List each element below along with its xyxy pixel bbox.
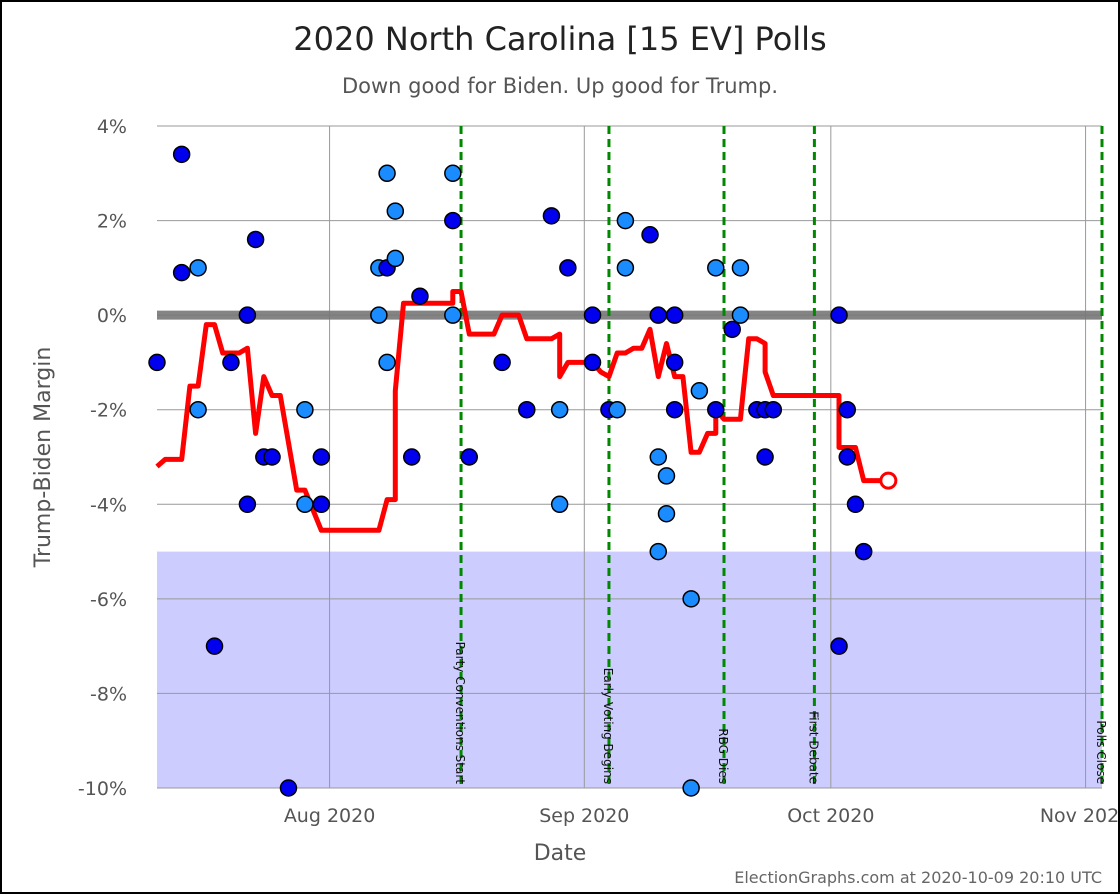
y-tick-labels: 4% 2% 0% -2% -4% -6% -8% -10% (78, 116, 127, 800)
chart-title: 2020 North Carolina [15 EV] Polls (293, 20, 826, 58)
poll-point (542, 207, 561, 225)
poll-point (378, 164, 396, 183)
poll-point (411, 287, 429, 305)
poll-point (707, 400, 725, 419)
poll-point (238, 495, 257, 514)
biden-shaded-region (157, 551, 1102, 788)
poll-point (830, 306, 848, 324)
poll-point (246, 230, 265, 249)
poll-point (550, 400, 569, 419)
footer-credit: ElectionGraphs.com at 2020-10-09 20:10 U… (734, 868, 1102, 887)
poll-point (444, 306, 462, 324)
x-axis-label: Date (534, 841, 587, 866)
poll-point (583, 353, 602, 372)
poll-points-layer (148, 145, 873, 797)
poll-point (386, 249, 405, 268)
poll-point (172, 263, 191, 282)
y-tick-label: -2% (90, 400, 127, 422)
y-tick-label: -4% (90, 494, 127, 516)
poll-point (830, 637, 848, 655)
chart-subtitle: Down good for Biden. Up good for Trump. (342, 74, 778, 98)
y-axis-label: Trump-Biden Margin (31, 347, 56, 569)
poll-point (518, 400, 536, 419)
poll-point (657, 504, 676, 523)
poll-point (649, 542, 668, 561)
y-tick-label: 0% (97, 305, 127, 327)
poll-point (854, 542, 873, 561)
poll-point (731, 306, 750, 324)
poll-point (616, 259, 635, 277)
y-tick-label: -8% (90, 683, 127, 705)
poll-point (238, 306, 257, 324)
average-endpoint-marker (879, 471, 898, 490)
poll-point (312, 495, 331, 514)
x-tick-label: Nov 2020 (1040, 805, 1118, 827)
poll-point (707, 259, 725, 277)
poll-point (723, 320, 741, 339)
poll-point (460, 448, 479, 466)
poll-point (493, 353, 511, 372)
poll-point (279, 779, 298, 797)
poll-point (690, 382, 709, 400)
poll-point (682, 590, 700, 608)
biden-region-layer (157, 551, 1102, 788)
poll-point (838, 448, 857, 466)
poll-point (665, 306, 684, 324)
poll-point (370, 306, 388, 324)
poll-point (444, 211, 462, 230)
x-tick-label: Aug 2020 (284, 805, 376, 827)
poll-point (665, 400, 684, 419)
poll-point (846, 495, 865, 514)
poll-point (378, 353, 396, 372)
poll-point (386, 202, 405, 220)
poll-point (583, 306, 602, 324)
average-line-layer (155, 289, 898, 533)
poll-point (665, 353, 684, 372)
x-tick-labels: Aug 2020 Sep 2020 Oct 2020 Nov 2020 (284, 805, 1118, 827)
y-tick-label: 2% (97, 211, 127, 233)
poll-point (764, 400, 783, 419)
poll-point (616, 211, 635, 230)
poll-point (641, 226, 659, 244)
poll-point (682, 779, 700, 797)
poll-point (189, 259, 207, 277)
poll-point (189, 400, 207, 419)
poll-point (444, 164, 462, 183)
x-tick-label: Oct 2020 (787, 805, 874, 827)
poll-point (731, 259, 750, 277)
x-tick-label: Sep 2020 (539, 805, 629, 827)
y-tick-label: -6% (90, 589, 127, 611)
poll-point (608, 400, 626, 419)
y-tick-label: -10% (78, 778, 127, 800)
event-label: RBG Dies (716, 728, 730, 784)
poll-point (205, 637, 224, 655)
poll-point (402, 448, 421, 466)
event-label: Party Conventions Start (453, 642, 467, 785)
poll-point (649, 306, 668, 324)
poll-point (312, 448, 331, 466)
event-label: Polls Close (1094, 720, 1108, 784)
average-line (155, 289, 889, 533)
poll-point (296, 495, 314, 514)
poll-point (756, 448, 774, 466)
poll-point (172, 145, 191, 164)
poll-point (657, 467, 676, 485)
poll-point (296, 400, 314, 419)
poll-point (222, 353, 240, 372)
poll-point (550, 495, 569, 514)
y-tick-label: 4% (97, 116, 127, 138)
poll-point (559, 259, 577, 277)
poll-point (148, 353, 166, 372)
event-label: First Debate (806, 711, 820, 784)
event-label: Early Voting Begins (601, 668, 615, 784)
poll-point (263, 448, 281, 466)
poll-point (838, 400, 857, 419)
poll-point (649, 448, 668, 466)
